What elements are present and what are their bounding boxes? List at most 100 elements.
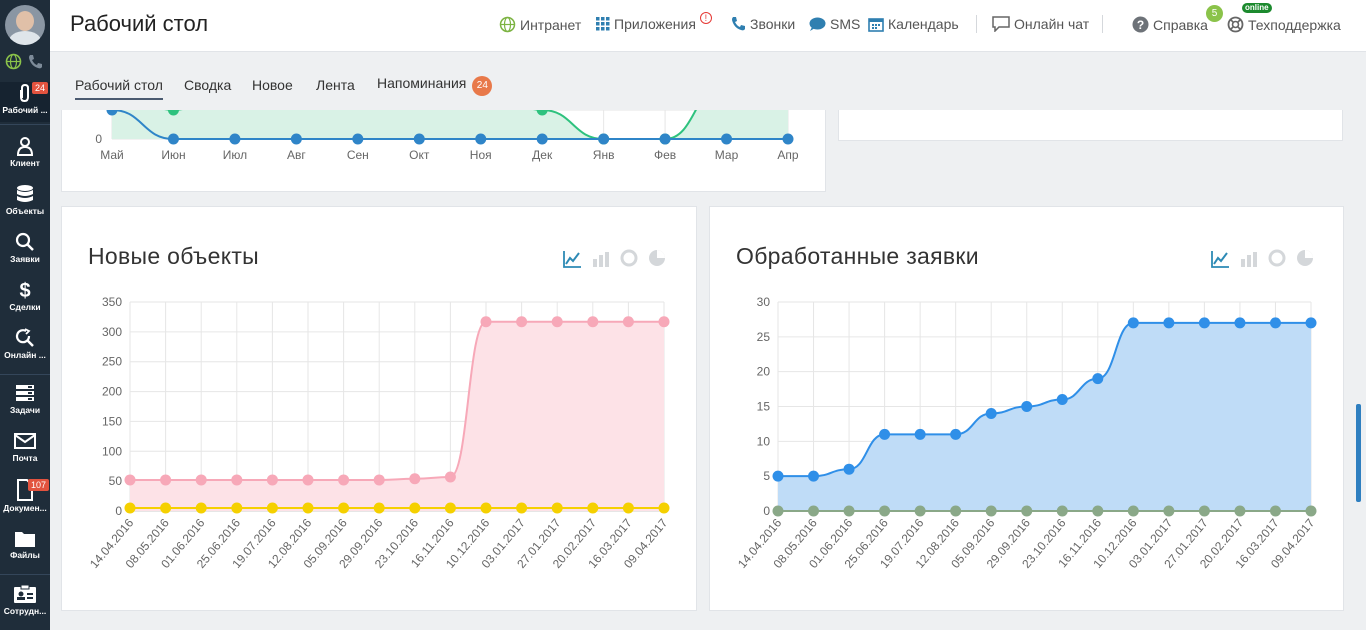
data-point	[914, 505, 926, 517]
sidebar-item-online[interactable]: Онлайн ...	[0, 328, 50, 360]
mail-icon	[14, 433, 36, 449]
sidebar-item-employees[interactable]: Сотрудн...	[0, 584, 50, 616]
data-point	[1056, 394, 1068, 406]
sidebar: 24 Рабочий ... Клиент Объекты Заявки $ С…	[0, 0, 50, 630]
donut-chart-icon[interactable]	[620, 249, 638, 267]
data-point	[622, 502, 634, 514]
bar-chart-icon[interactable]	[592, 249, 610, 267]
document-icon	[17, 479, 33, 501]
apps-link[interactable]: Приложения !	[596, 12, 712, 32]
data-point	[1198, 317, 1210, 329]
intranet-link[interactable]: Интранет	[499, 16, 581, 33]
data-point	[160, 474, 172, 486]
data-point	[1269, 317, 1281, 329]
avatar[interactable]	[5, 5, 45, 45]
help-link[interactable]: ? Справка 5	[1132, 5, 1223, 33]
tab-feed[interactable]: Лента	[316, 77, 355, 93]
data-point	[167, 133, 179, 145]
data-point	[266, 502, 278, 514]
y-tick-label: 50	[109, 474, 123, 488]
sidebar-item-mail[interactable]: Почта	[0, 431, 50, 463]
globe-icon	[499, 16, 516, 33]
data-point	[231, 474, 243, 486]
data-point	[551, 502, 563, 514]
sidebar-item-label: Сделки	[9, 302, 41, 312]
sms-link[interactable]: SMS	[809, 16, 860, 32]
tab-desktop[interactable]: Рабочий стол	[75, 77, 163, 100]
data-point	[808, 470, 820, 482]
sidebar-item-label: Клиент	[10, 158, 40, 168]
donut-chart-icon[interactable]	[1268, 249, 1286, 267]
data-point	[475, 133, 487, 145]
sidebar-item-documents[interactable]: 107 Докумен...	[0, 479, 50, 513]
scrollbar-thumb[interactable]	[1356, 404, 1361, 502]
support-link[interactable]: Техподдержка online	[1227, 3, 1341, 33]
data-point	[444, 502, 456, 514]
series-line	[778, 321, 1311, 478]
x-tick-label: Июл	[223, 148, 247, 162]
data-point	[1198, 505, 1210, 517]
data-point	[195, 502, 207, 514]
pie-chart-icon[interactable]	[1296, 249, 1314, 267]
phone-icon[interactable]	[27, 54, 43, 75]
tab-summary[interactable]: Сводка	[184, 77, 232, 93]
y-tick-label: 0	[95, 132, 102, 146]
calls-label: Звонки	[750, 16, 796, 32]
search-icon	[15, 232, 34, 251]
sidebar-item-desktop[interactable]: 24 Рабочий ...	[0, 82, 50, 122]
tab-new[interactable]: Новое	[252, 77, 293, 93]
y-tick-label: 350	[102, 295, 122, 309]
data-point	[843, 505, 855, 517]
x-tick-label: Май	[100, 148, 124, 162]
data-point	[843, 463, 855, 475]
sidebar-item-files[interactable]: Файлы	[0, 530, 50, 560]
sidebar-item-label: Докумен...	[3, 503, 47, 513]
globe-icon[interactable]	[5, 53, 22, 75]
sidebar-item-requests[interactable]: Заявки	[0, 232, 50, 264]
data-point	[1021, 401, 1033, 412]
series-area	[778, 322, 1311, 511]
sidebar-item-deals[interactable]: $ Сделки	[0, 280, 50, 312]
tasks-icon	[16, 385, 34, 401]
data-point	[1163, 505, 1175, 517]
y-tick-label: 30	[757, 295, 771, 309]
database-icon	[17, 185, 33, 202]
data-point	[1234, 317, 1246, 329]
data-point	[338, 502, 350, 514]
x-tick-label: Ноя	[470, 148, 492, 162]
data-point	[516, 502, 528, 514]
x-tick-label: Мар	[715, 148, 739, 162]
sidebar-item-objects[interactable]: Объекты	[0, 184, 50, 216]
line-chart-icon[interactable]	[1210, 249, 1230, 269]
calendar-link[interactable]: Календарь	[868, 16, 959, 32]
data-point	[772, 505, 784, 517]
line-chart-icon[interactable]	[562, 249, 582, 269]
y-tick-label: 200	[102, 385, 122, 399]
x-tick-label: Авг	[287, 148, 306, 162]
bar-chart-icon[interactable]	[1240, 249, 1258, 267]
data-point	[373, 474, 385, 486]
data-point	[231, 502, 243, 514]
x-tick-label: Дек	[532, 148, 553, 162]
processed-requests-card: Обработанные заявки 0 5 10 15 20 25 30 14.04.20…	[709, 206, 1344, 611]
scrollbar-track[interactable]	[1357, 52, 1366, 630]
online-chat-link[interactable]: Онлайн чат	[992, 16, 1089, 32]
sidebar-item-client[interactable]: Клиент	[0, 136, 50, 168]
data-point	[409, 473, 421, 485]
data-point	[772, 470, 784, 482]
search-refresh-icon	[15, 328, 34, 347]
calls-link[interactable]: Звонки	[730, 16, 795, 32]
new-objects-card: Новые объекты 0 50 100 150 200 250 300 350 14.04…	[61, 206, 697, 611]
y-tick-label: 15	[757, 400, 771, 414]
series-line	[164, 110, 697, 140]
data-point	[302, 474, 314, 486]
pie-chart-icon[interactable]	[648, 249, 666, 267]
data-point	[124, 474, 136, 486]
data-point	[444, 471, 456, 483]
data-point	[480, 502, 492, 514]
tab-reminders[interactable]: Напоминания 24	[377, 75, 493, 101]
data-point	[536, 110, 548, 116]
data-point	[782, 133, 794, 145]
processed-requests-title: Обработанные заявки	[736, 243, 979, 269]
sidebar-item-tasks[interactable]: Задачи	[0, 383, 50, 415]
